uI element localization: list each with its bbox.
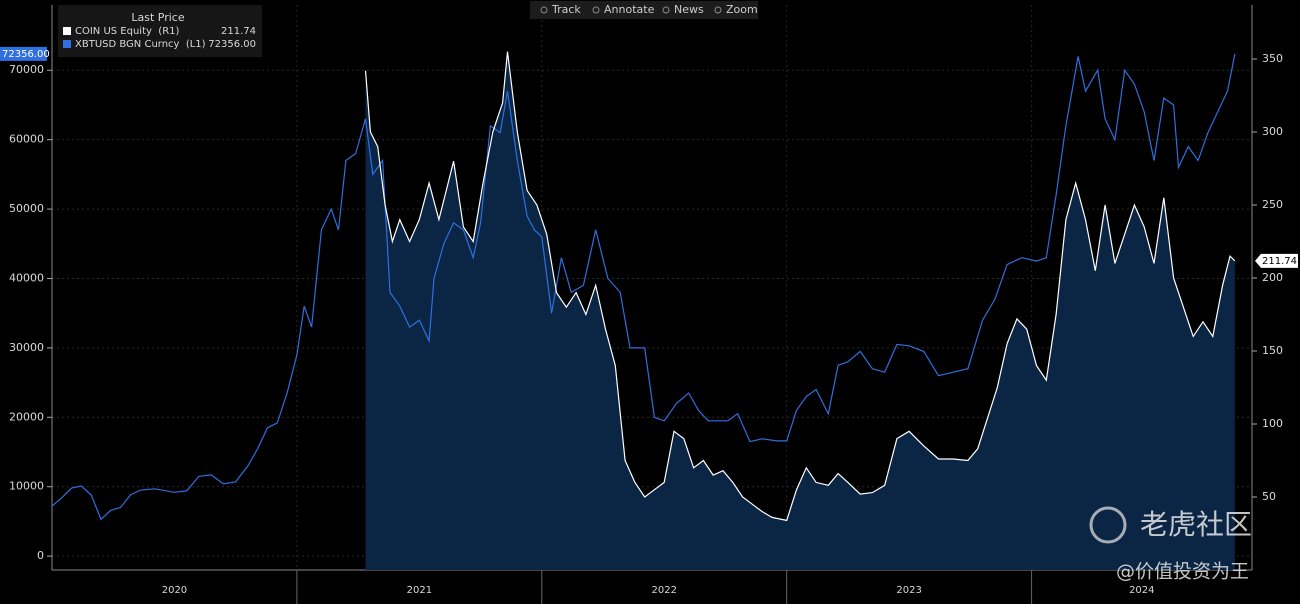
y-tick-label: 40000 xyxy=(9,271,44,284)
x-tick-label: 2021 xyxy=(407,585,432,596)
x-tick-label: 2022 xyxy=(652,585,677,596)
y2-tick-label: 250 xyxy=(1262,198,1283,211)
area xyxy=(365,51,1235,570)
y-tick-label: 60000 xyxy=(9,133,44,146)
legend-swatch xyxy=(63,40,71,48)
toolbar-icon xyxy=(540,6,548,14)
y-tick-label: 10000 xyxy=(9,480,44,493)
y2-tick-label: 100 xyxy=(1262,417,1283,430)
x-tick-label: 2020 xyxy=(162,585,187,596)
watermark-author: @价值投资为王 xyxy=(1116,561,1249,583)
last-value-label: 211.74 xyxy=(1262,256,1297,267)
overlay: Last Price 211.74 72356.00 COIN US Equity … xyxy=(0,1,1298,583)
legend-label: XBTUSD BGN Curncy (L1) xyxy=(75,39,206,50)
toolbar-icon xyxy=(592,6,600,14)
y2-tick-label: 150 xyxy=(1262,344,1283,357)
y2-tick-label: 350 xyxy=(1262,52,1283,65)
watermark-logo xyxy=(1089,506,1127,544)
watermark-brand: 老虎社区 xyxy=(1140,508,1252,541)
x-tick-label: 2024 xyxy=(1129,585,1154,596)
legend-value: 72356.00 xyxy=(208,39,256,50)
y-tick-label: 50000 xyxy=(9,202,44,215)
toolbar-icon xyxy=(662,6,670,14)
legend-title: Last Price xyxy=(131,11,184,24)
toolbar xyxy=(530,1,758,19)
toolbar-button[interactable]: Track xyxy=(551,3,581,16)
line xyxy=(51,53,1236,521)
toolbar-button[interactable]: Annotate xyxy=(604,3,655,16)
last-value-tag xyxy=(1255,253,1298,268)
y-tick-label: 0 xyxy=(37,549,44,562)
toolbar-button[interactable]: News xyxy=(674,3,704,16)
y2-tick-label: 50 xyxy=(1262,490,1276,503)
plot-area: 0 10000 20000 30000 40000 50000 60000 70000 50 10… xyxy=(9,5,1283,604)
y-tick-label: 20000 xyxy=(9,410,44,423)
last-value-tag xyxy=(0,46,47,61)
y2-tick-label: 200 xyxy=(1262,271,1283,284)
toolbar-button[interactable]: Zoom xyxy=(726,3,758,16)
legend-swatch xyxy=(63,27,71,35)
y-tick-label: 70000 xyxy=(9,63,44,76)
legend-label: COIN US Equity (R1) xyxy=(75,26,179,37)
y2-tick-label: 300 xyxy=(1262,125,1283,138)
x-tick-label: 2023 xyxy=(896,585,921,596)
toolbar-icon xyxy=(714,6,722,14)
y-tick-label: 30000 xyxy=(9,341,44,354)
line xyxy=(364,51,1236,522)
last-value-label: 72356.00 xyxy=(2,49,50,60)
legend-value: 211.74 xyxy=(221,26,256,37)
legend-box xyxy=(58,5,262,57)
